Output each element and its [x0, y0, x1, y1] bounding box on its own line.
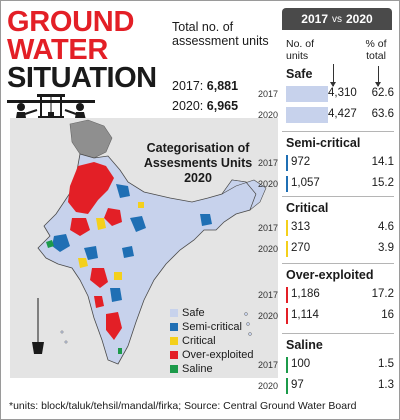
- legend-label-semi-critical: Semi-critical: [182, 321, 242, 333]
- summary-heading: Total no. of assessment units: [172, 20, 269, 48]
- row-year-over-exploited-2017: 2017: [258, 290, 279, 300]
- bar-over-exploited-2017: [286, 287, 288, 303]
- category-heading-semi-critical: Semi-critical: [286, 136, 361, 150]
- bar-semi-critical-2020: [286, 176, 288, 192]
- percent-value-semi-critical-2020: 15.2: [371, 177, 394, 189]
- percent-value-critical-2017: 4.6: [378, 221, 394, 233]
- percent-value-saline-2017: 1.5: [378, 358, 394, 370]
- category-heading-critical: Critical: [286, 201, 329, 215]
- percent-value-over-exploited-2017: 17.2: [371, 288, 394, 300]
- units-value-saline-2017: 100: [291, 358, 311, 370]
- bar-over-exploited-2020: [286, 308, 288, 324]
- units-value-safe-2020: 4,427: [328, 108, 357, 120]
- summary-2017-value: 6,881: [206, 79, 239, 93]
- category-separator: [282, 333, 394, 334]
- comparison-panel: 2017 vs 2020 No. of units % of total: [282, 8, 392, 390]
- row-year-semi-critical-2020: 2020: [258, 179, 279, 189]
- units-value-semi-critical-2020: 1,057: [291, 177, 320, 189]
- column-header-units: No. of units: [286, 38, 315, 62]
- comparison-title: 2017 vs 2020: [282, 8, 392, 30]
- units-value-over-exploited-2020: 1,114: [291, 309, 319, 321]
- bar-saline-2017: [286, 357, 288, 373]
- category-heading-safe: Safe: [286, 67, 313, 81]
- category-heading-saline: Saline: [286, 338, 323, 352]
- units-value-semi-critical-2017: 972: [291, 156, 311, 168]
- row-year-over-exploited-2020: 2020: [258, 311, 279, 321]
- title-line-3: SITUATION: [7, 62, 157, 94]
- bar-semi-critical-2017: [286, 155, 288, 171]
- category-separator: [282, 131, 394, 132]
- legend-swatch-critical: [170, 337, 178, 345]
- row-year-saline-2020: 2020: [258, 381, 279, 391]
- percent-value-critical-2020: 3.9: [378, 242, 394, 254]
- summary-2017: 2017: 6,881: [172, 79, 238, 93]
- map-panel: Categorisation of Assesments Units 2020 …: [10, 118, 278, 378]
- source-footnote: *units: block/taluk/tehsil/mandal/firka;…: [9, 400, 357, 412]
- percent-arrow-icon: [375, 66, 381, 87]
- india-map: [32, 119, 267, 365]
- percent-value-over-exploited-2020: 16: [381, 309, 394, 321]
- bar-saline-2020: [286, 378, 288, 394]
- legend-item-safe: Safe: [170, 306, 254, 320]
- units-value-saline-2020: 97: [291, 379, 304, 391]
- units-value-critical-2020: 270: [291, 242, 311, 254]
- legend-label-saline: Saline: [182, 363, 213, 375]
- comparison-title-right: 2020: [346, 12, 373, 26]
- bar-critical-2020: [286, 241, 288, 257]
- summary-2017-label: 2017:: [172, 79, 204, 93]
- row-year-saline-2017: 2017: [258, 360, 279, 370]
- summary-2020: 2020: 6,965: [172, 99, 238, 113]
- legend-label-safe: Safe: [182, 307, 205, 319]
- bar-critical-2017: [286, 220, 288, 236]
- comparison-title-left: 2017: [301, 12, 328, 26]
- category-separator: [282, 263, 394, 264]
- category-separator: [282, 196, 394, 197]
- percent-value-saline-2020: 1.3: [378, 379, 394, 391]
- percent-value-safe-2020: 63.6: [371, 108, 394, 120]
- column-header-percent: % of total: [365, 38, 387, 62]
- map-title: Categorisation of Assesments Units 2020: [130, 141, 266, 186]
- map-legend: Safe Semi-critical Critical Over-exploit…: [170, 306, 254, 376]
- percent-value-safe-2017: 62.6: [371, 87, 394, 99]
- row-year-critical-2020: 2020: [258, 244, 279, 254]
- summary-2020-label: 2020:: [172, 99, 204, 113]
- units-value-safe-2017: 4,310: [328, 87, 357, 99]
- legend-swatch-safe: [170, 309, 178, 317]
- percent-value-semi-critical-2017: 14.1: [371, 156, 394, 168]
- summary-2020-value: 6,965: [206, 99, 239, 113]
- legend-item-critical: Critical: [170, 334, 254, 348]
- legend-swatch-semi-critical: [170, 323, 178, 331]
- map-title-line-1: Categorisation of: [146, 141, 250, 155]
- title-line-1: GROUND: [7, 6, 135, 38]
- map-title-line-3: 2020: [184, 171, 212, 185]
- title-line-2: WATER: [7, 34, 109, 66]
- legend-item-over-exploited: Over-exploited: [170, 348, 254, 362]
- row-year-safe-2017: 2017: [258, 89, 279, 99]
- map-title-line-2: Assesments Units: [143, 156, 253, 170]
- units-arrow-icon: [330, 64, 336, 87]
- legend-label-over-exploited: Over-exploited: [182, 349, 254, 361]
- comparison-title-vs: vs: [332, 13, 342, 25]
- legend-label-critical: Critical: [182, 335, 216, 347]
- row-year-safe-2020: 2020: [258, 110, 279, 120]
- units-value-critical-2017: 313: [291, 221, 311, 233]
- row-year-semi-critical-2017: 2017: [258, 158, 279, 168]
- legend-swatch-saline: [170, 365, 178, 373]
- bar-safe-2020: [286, 107, 328, 123]
- legend-swatch-over-exploited: [170, 351, 178, 359]
- units-value-over-exploited-2017: 1,186: [291, 288, 320, 300]
- row-year-critical-2017: 2017: [258, 223, 279, 233]
- bar-safe-2017: [286, 86, 328, 102]
- category-heading-over-exploited: Over-exploited: [286, 268, 374, 282]
- legend-item-saline: Saline: [170, 362, 254, 376]
- legend-item-semi-critical: Semi-critical: [170, 320, 254, 334]
